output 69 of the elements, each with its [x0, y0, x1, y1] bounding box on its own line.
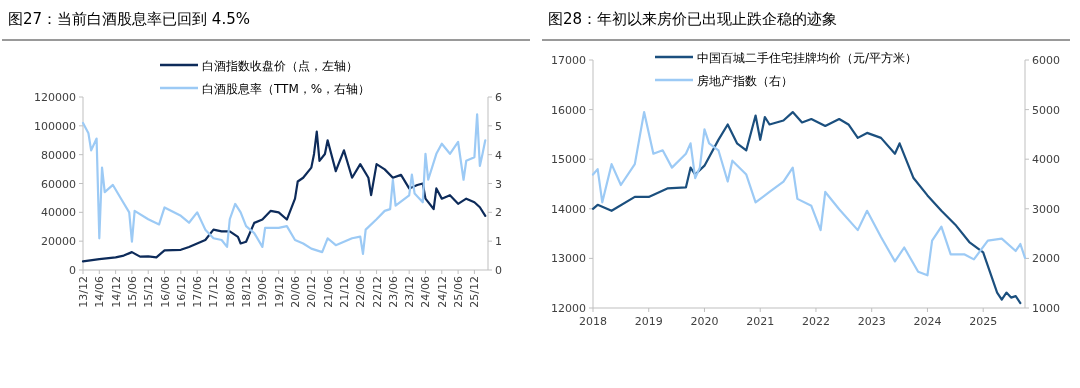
x-tick-label: 17/06	[191, 276, 205, 308]
x-tick-label: 24/06	[419, 276, 433, 308]
x-tick-label: 2018	[579, 315, 607, 328]
y-tick-label: 16000	[551, 103, 586, 117]
y2-tick-label: 3000	[1032, 202, 1060, 216]
y2-tick-label: 1000	[1032, 302, 1060, 315]
x-tick-label: 17/12	[207, 276, 221, 308]
y-tick-label: 15000	[551, 153, 586, 167]
y-tick-label: 14000	[551, 202, 586, 216]
y2-tick-label: 3	[495, 177, 502, 191]
x-tick-label: 22/12	[370, 276, 384, 308]
y-tick-label: 80000	[41, 148, 76, 162]
legend-label: 白酒指数收盘价（点，左轴）	[202, 58, 358, 73]
y-tick-label: 13000	[551, 252, 586, 266]
y-tick-label: 100000	[34, 119, 76, 133]
legend-label: 房地产指数（右）	[697, 73, 793, 88]
line-series	[591, 110, 1022, 305]
x-tick-label: 19/12	[272, 276, 286, 308]
y-tick-label: 20000	[41, 235, 76, 249]
x-tick-label: 20/06	[289, 276, 303, 308]
x-tick-label: 2023	[857, 315, 886, 328]
y2-tick-label: 6	[495, 91, 502, 104]
x-tick-label: 20/12	[305, 276, 319, 308]
y2-tick-label: 0	[495, 264, 502, 277]
y2-tick-label: 5000	[1032, 103, 1060, 117]
legend-label: 中国百城二手住宅挂牌均价（元/平方米）	[697, 50, 918, 65]
x-tick-label: 21/12	[337, 276, 351, 308]
x-tick-label: 16/06	[158, 276, 172, 308]
y-tick-label: 60000	[41, 177, 76, 191]
x-tick-label: 24/12	[435, 276, 449, 308]
y-tick-label: 40000	[41, 206, 76, 220]
y2-tick-label: 1	[495, 235, 502, 249]
y2-tick-label: 4000	[1032, 153, 1060, 167]
x-tick-label: 15/06	[125, 276, 139, 308]
legend-label: 白酒股息率（TTM，%，右轴）	[202, 81, 371, 96]
x-tick-label: 2022	[801, 315, 830, 328]
y2-tick-label: 5	[495, 119, 502, 133]
x-tick-label: 21/06	[321, 276, 335, 308]
x-tick-label: 14/12	[109, 276, 123, 308]
x-tick-label: 14/06	[93, 276, 107, 308]
line-series	[591, 110, 1027, 277]
y2-tick-label: 2	[495, 206, 502, 220]
x-tick-label: 19/06	[256, 276, 270, 308]
x-tick-label: 25/12	[468, 276, 482, 308]
x-tick-label: 23/06	[386, 276, 400, 308]
x-tick-label: 2024	[913, 315, 942, 328]
x-tick-label: 2025	[969, 315, 998, 328]
chart-title: 图28：年初以来房价已出现止跌企稳的迹象	[548, 10, 838, 28]
y-tick-label: 0	[69, 264, 76, 277]
x-tick-label: 23/12	[403, 276, 417, 308]
x-tick-label: 25/06	[452, 276, 466, 308]
y2-tick-label: 2000	[1032, 252, 1060, 266]
chart-title: 图27：当前白酒股息率已回到 4.5%	[8, 10, 250, 28]
x-tick-label: 18/12	[240, 276, 254, 308]
x-tick-label: 13/12	[77, 276, 90, 308]
x-tick-label: 18/06	[223, 276, 237, 308]
y-tick-label: 17000	[551, 54, 586, 67]
x-tick-label: 2021	[746, 315, 775, 328]
line-series	[81, 130, 487, 263]
x-tick-label: 22/06	[354, 276, 368, 308]
x-tick-label: 2020	[690, 315, 719, 328]
y-tick-label: 120000	[34, 91, 76, 104]
x-tick-label: 16/12	[174, 276, 188, 308]
y2-tick-label: 4	[495, 148, 502, 162]
line-series	[81, 113, 487, 255]
x-tick-label: 15/12	[142, 276, 156, 308]
y-tick-label: 12000	[551, 302, 586, 315]
x-tick-label: 2019	[634, 315, 663, 328]
y2-tick-label: 6000	[1032, 54, 1060, 67]
